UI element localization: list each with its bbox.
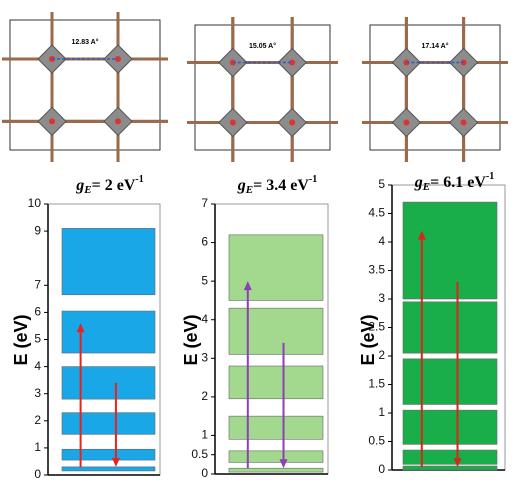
energy-band	[228, 365, 324, 400]
y-axis-label: E (eV)	[181, 314, 201, 365]
title-part: -1	[135, 174, 143, 185]
energy-band	[61, 366, 156, 400]
title-part: = 2 eV	[92, 177, 136, 194]
energy-band	[402, 358, 498, 405]
y-tick-label: 6	[201, 235, 208, 249]
energy-band	[228, 450, 324, 463]
y-tick-label: 3.5	[368, 263, 385, 277]
title-part: E	[83, 184, 91, 196]
title-part: = 3.4 eV	[253, 177, 309, 194]
unit-cell	[194, 24, 331, 151]
distance-label: 12.83 A°	[71, 38, 98, 46]
atom	[460, 119, 467, 126]
distance-label: 17.14 A°	[421, 42, 448, 50]
atom	[229, 119, 236, 126]
y-tick-label: 1	[34, 440, 41, 454]
energy-band	[61, 466, 156, 472]
title-part: g	[75, 177, 84, 194]
title-part: E	[245, 184, 253, 196]
y-tick-label: 0	[34, 467, 41, 481]
atom	[403, 119, 410, 126]
title-part: E	[422, 181, 430, 193]
y-tick-label: 10	[28, 196, 42, 210]
y-tick-label: 5	[34, 332, 41, 346]
crystal-structures: 12.83 A° 15.05 A° 17.14 A°	[2, 12, 508, 162]
y-tick-label: 2	[201, 389, 208, 403]
y-tick-label: 0.5	[368, 434, 385, 448]
energy-band	[61, 228, 156, 296]
title-part: -1	[486, 171, 494, 182]
arrow-head	[453, 458, 462, 468]
arrow-head	[279, 459, 288, 469]
y-axis-label: E (eV)	[11, 314, 31, 365]
y-tick-label: 4.5	[368, 206, 385, 220]
atom	[115, 118, 121, 125]
energy-band	[228, 415, 324, 440]
unit-cell	[369, 24, 501, 151]
y-tick-label: 5	[201, 273, 208, 287]
atom	[289, 59, 296, 66]
y-tick-label: 0	[201, 466, 208, 480]
y-tick-label: 4	[201, 312, 208, 326]
energy-band	[402, 449, 498, 465]
distance-label: 15.05 A°	[249, 42, 276, 50]
y-tick-label: 7	[34, 277, 41, 291]
energy-band	[402, 409, 498, 445]
band-chart: gE= 6.1 eV-1 E (eV) 0 0.5 1 1.5 2 2.5 3 3.5 4 4.5 5	[358, 171, 506, 476]
y-tick-label: 1	[378, 405, 385, 419]
energy-band	[61, 412, 156, 435]
energy-band	[228, 307, 324, 355]
energy-band	[61, 310, 156, 354]
energy-band	[402, 201, 498, 300]
arrow-head	[76, 323, 85, 333]
arrow-head	[417, 230, 426, 240]
energy-band	[228, 234, 324, 301]
title-part: g	[237, 177, 246, 194]
y-tick-label: 2.5	[368, 320, 385, 334]
y-tick-label: 2	[378, 348, 385, 362]
y-axis-label: E (eV)	[358, 314, 378, 365]
y-tick-label: 3	[378, 291, 385, 305]
chart-title: gE= 2 eV-1	[75, 174, 143, 195]
y-tick-label: 5	[378, 177, 385, 191]
y-tick-label: 3	[34, 386, 41, 400]
title-part: = 6.1 eV	[430, 174, 486, 191]
title-part: g	[414, 174, 423, 191]
chart-title: gE= 6.1 eV-1	[414, 171, 494, 192]
band-chart: gE= 3.4 eV-1 E (eV) 0 0.5 1 2 3 4 5 6 7	[181, 174, 329, 480]
title-part: -1	[309, 174, 317, 185]
y-tick-label: 4	[34, 359, 41, 373]
y-tick-label: 0.5	[191, 447, 208, 461]
y-tick-label: 1	[201, 428, 208, 442]
y-tick-label: 0	[378, 462, 385, 476]
energy-band	[61, 448, 156, 461]
atom	[289, 119, 296, 126]
y-tick-label: 2	[34, 413, 41, 427]
y-tick-label: 1.5	[368, 377, 385, 391]
chart-title: gE= 3.4 eV-1	[237, 174, 317, 195]
energy-band	[402, 301, 498, 354]
unit-cell	[9, 19, 161, 151]
y-tick-label: 3	[201, 350, 208, 364]
arrow-head	[111, 457, 120, 467]
arrow-head	[243, 281, 252, 291]
band-chart: gE= 2 eV-1 E (eV) 0 1 2 3 4 5 6 7 9 10	[11, 174, 161, 481]
atom	[49, 118, 55, 125]
y-tick-label: 9	[34, 223, 41, 237]
energy-band	[402, 465, 498, 471]
y-tick-label: 7	[201, 196, 208, 210]
energy-band	[228, 467, 324, 473]
y-tick-label: 6	[34, 305, 41, 319]
y-tick-label: 4	[378, 234, 385, 248]
